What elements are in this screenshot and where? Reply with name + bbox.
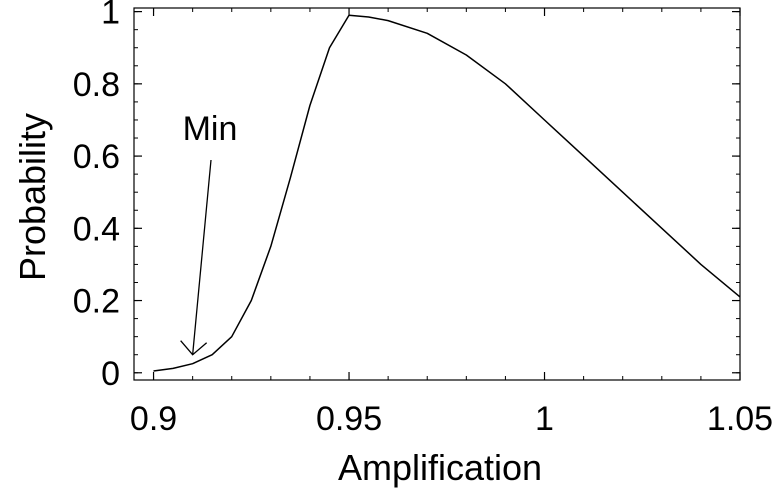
annotation-min-label: Min [183,110,238,148]
plot-frame [133,7,741,381]
y-tick-label: 0.2 [73,283,120,321]
x-tick-label: 0.9 [130,400,177,438]
y-tick-label: 0.8 [73,66,120,104]
x-tick-label: 1 [535,400,554,438]
y-tick-label: 0 [101,355,120,393]
series-line [153,14,741,372]
annotation-arrow-head [180,340,208,356]
x-tick-label: 0.95 [316,400,382,438]
annotations: Min [180,110,238,356]
annotation-arrow-shaft [191,159,212,355]
y-tick-label: 0.4 [73,210,120,248]
x-tick-label: 1.05 [707,400,773,438]
x-axis-title: Amplification [338,447,542,488]
y-tick-label: 1 [101,0,120,32]
y-axis-title: Probability [12,113,53,281]
axis-tick-labels: 0.9 0.95 1 1.05 0 0.2 0.4 0.6 0.8 1 [73,0,773,438]
axis-ticks [134,8,741,380]
series-lines [153,14,741,372]
plot-border [133,7,741,381]
y-tick-label: 0.6 [73,138,120,176]
